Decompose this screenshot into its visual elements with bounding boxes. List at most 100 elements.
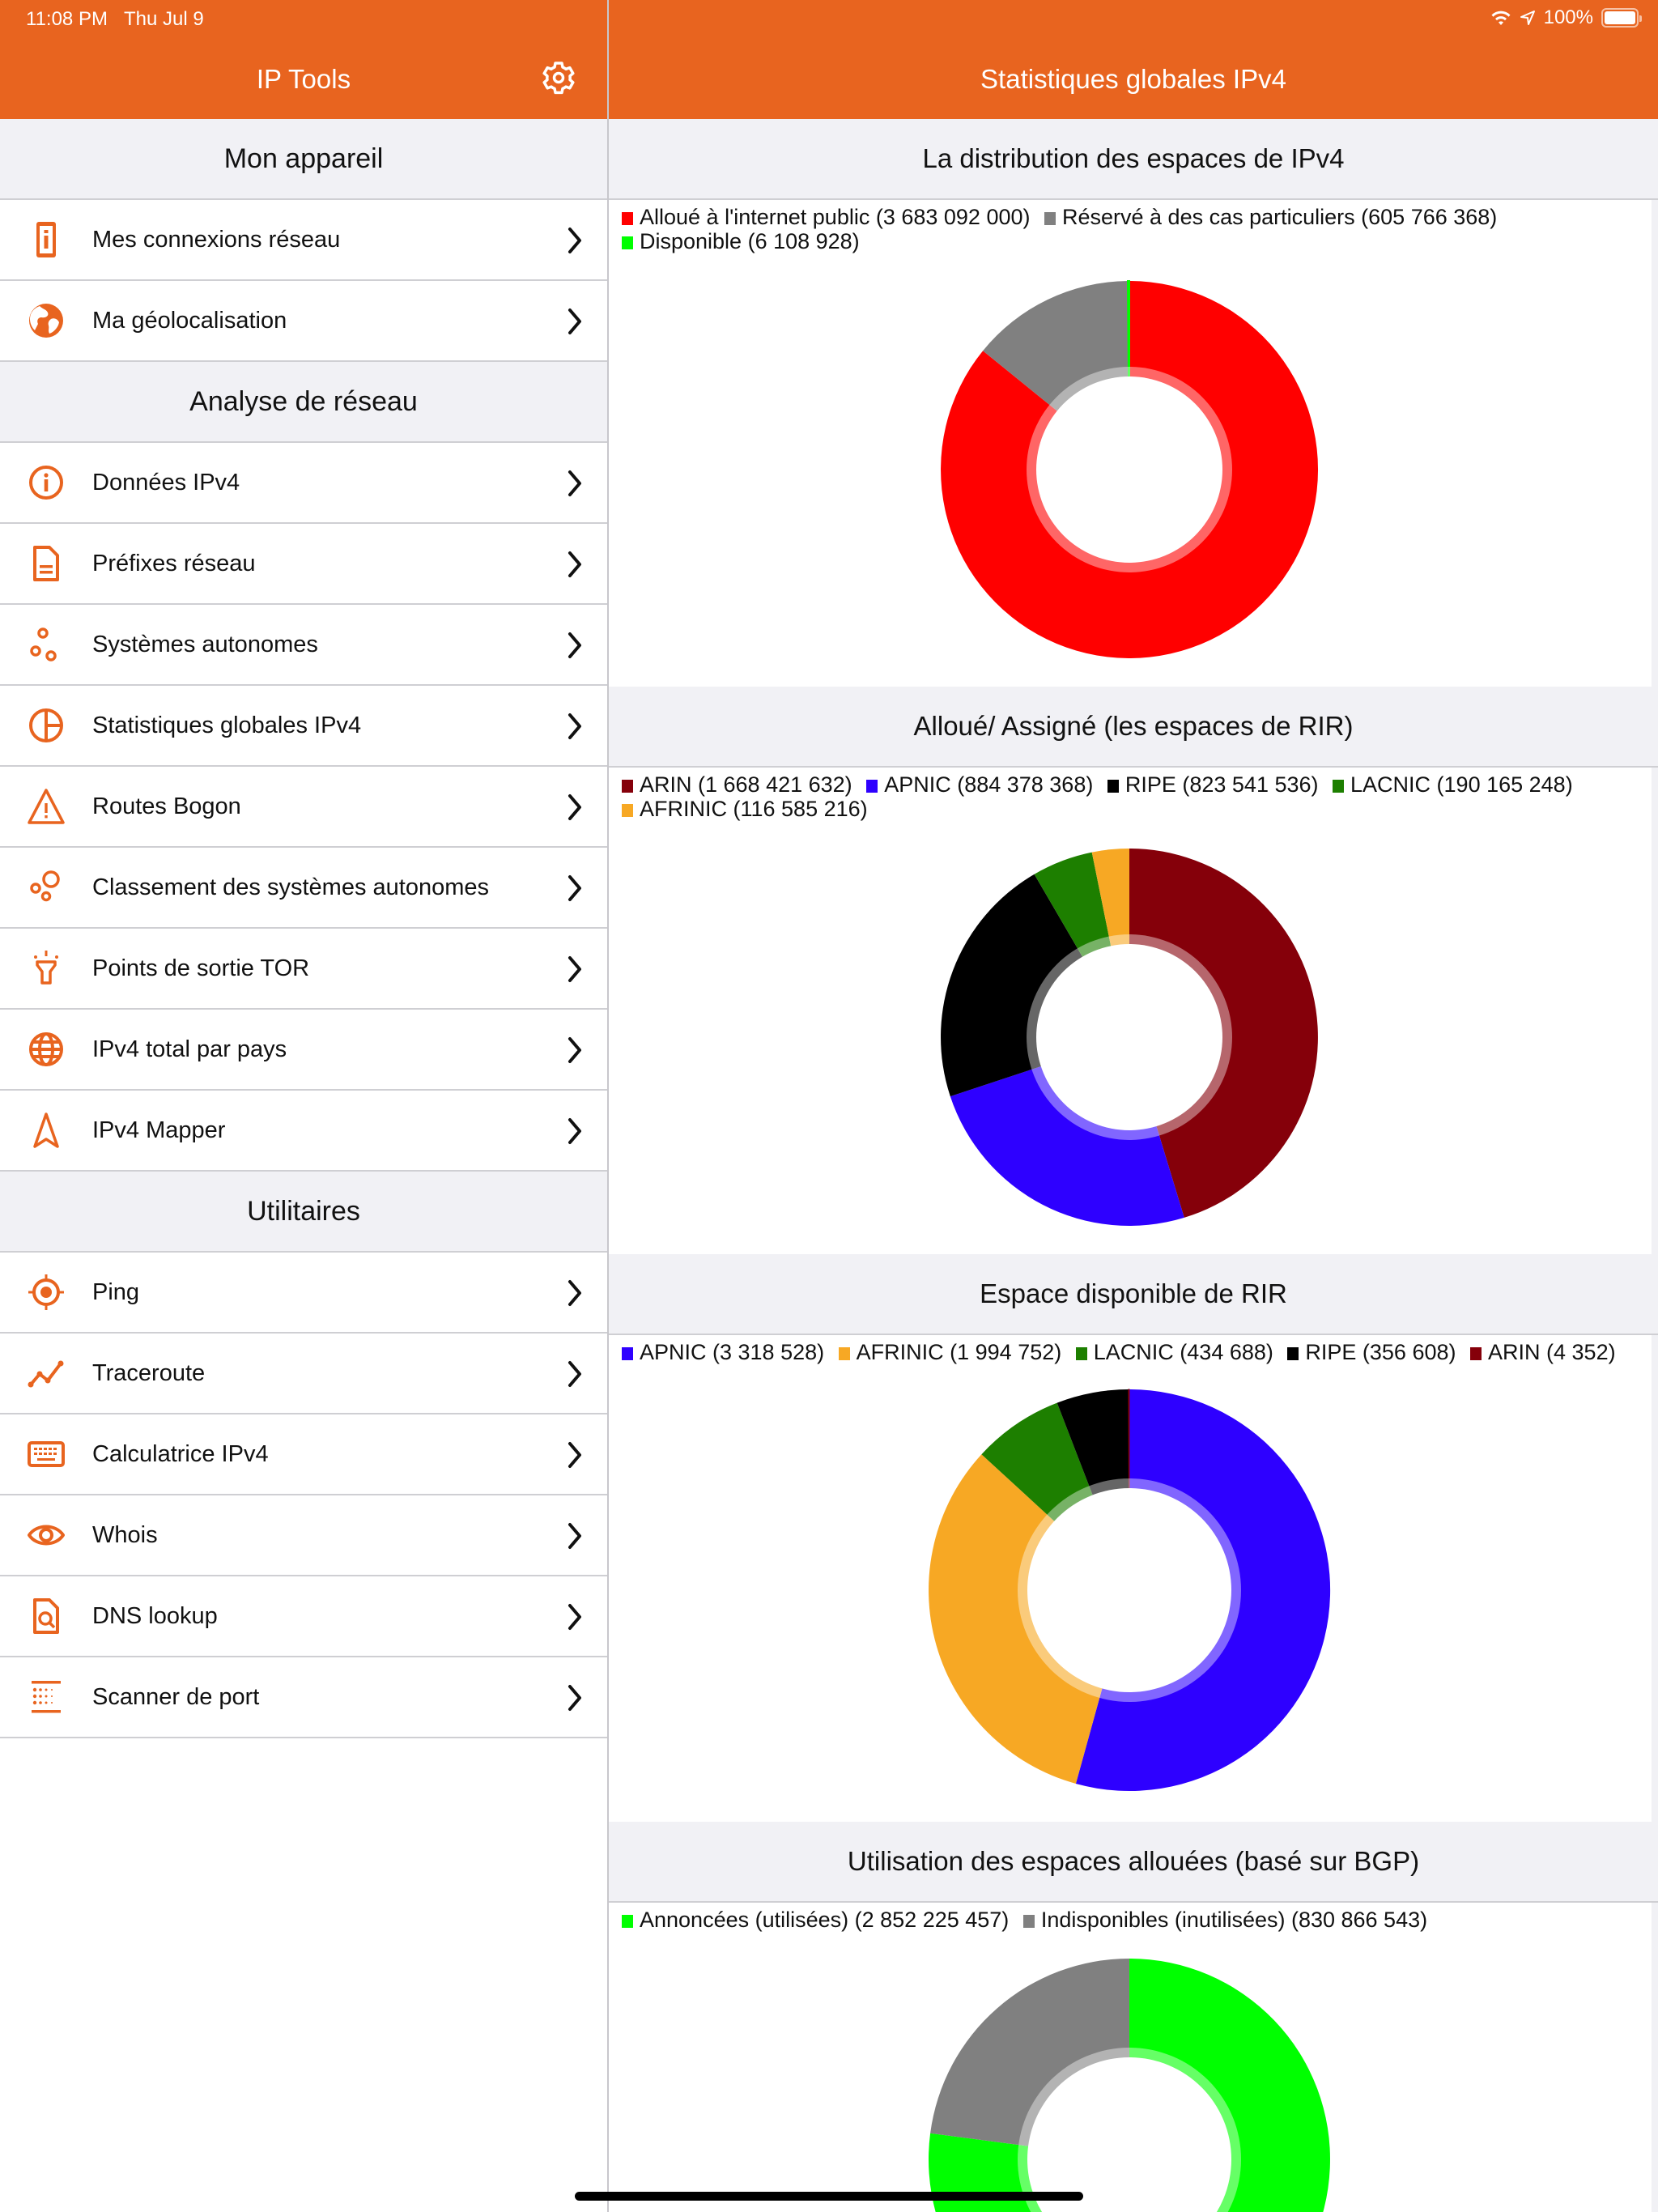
sidebar-item-ipv4-par-pays[interactable]: IPv4 total par pays <box>0 1010 607 1091</box>
sidebar-item-traceroute[interactable]: Traceroute <box>0 1334 607 1414</box>
sidebar-item-mes-connexions[interactable]: Mes connexions réseau <box>0 200 607 281</box>
chart-legend: ARIN (1 668 421 632) APNIC (884 378 368)… <box>622 772 1635 821</box>
legend-item: LACNIC (190 165 248) <box>1333 772 1573 797</box>
stats-panel[interactable]: La distribution des espaces de IPv4 Allo… <box>609 119 1658 2212</box>
sidebar-item-label: Données IPv4 <box>92 469 240 496</box>
sidebar-item-label: Préfixes réseau <box>92 550 256 576</box>
globe-grid-icon <box>22 1025 70 1074</box>
sidebar-item-label: IPv4 total par pays <box>92 1036 287 1062</box>
legend-swatch <box>1470 1347 1482 1360</box>
donut-svg <box>941 848 1318 1226</box>
legend-swatch <box>622 236 633 249</box>
legend-item: Alloué à l'internet public (3 683 092 00… <box>622 205 1030 229</box>
status-time: 11:08 PM Thu Jul 9 <box>26 8 204 30</box>
chart-title: La distribution des espaces de IPv4 <box>609 119 1658 200</box>
sidebar-item-label: DNS lookup <box>92 1602 218 1629</box>
chart-section-rir-alloue: Alloué/ Assigné (les espaces de RIR) ARI… <box>609 687 1658 1254</box>
chevron-right-icon <box>568 632 581 658</box>
legend-item: APNIC (884 378 368) <box>866 772 1093 797</box>
legend-swatch <box>1333 780 1345 793</box>
sidebar-item-label: Routes Bogon <box>92 793 241 819</box>
sidebar-item-whois[interactable]: Whois <box>0 1495 607 1576</box>
chart-section-bgp: Utilisation des espaces allouées (basé s… <box>609 1822 1658 2212</box>
sidebar-item-dns-lookup[interactable]: DNS lookup <box>0 1576 607 1657</box>
chart-title: Espace disponible de RIR <box>609 1254 1658 1335</box>
port-grid-icon <box>22 1673 70 1721</box>
sidebar-item-routes-bogon[interactable]: Routes Bogon <box>0 767 607 848</box>
chevron-right-icon <box>568 1604 581 1630</box>
sidebar-item-ipv4-mapper[interactable]: IPv4 Mapper <box>0 1091 607 1172</box>
sidebar-item-label: Traceroute <box>92 1359 206 1386</box>
chevron-right-icon <box>568 551 581 577</box>
bubbles-icon <box>22 863 70 912</box>
split-divider <box>607 0 609 2212</box>
sidebar-title: IP Tools <box>256 63 351 94</box>
chart-section-rir-disponible: Espace disponible de RIR APNIC (3 318 52… <box>609 1254 1658 1822</box>
sidebar-item-label: Ping <box>92 1278 140 1305</box>
legend-swatch <box>622 212 633 225</box>
status-bar: 11:08 PM Thu Jul 9 100% <box>0 0 1658 39</box>
gear-icon[interactable] <box>539 58 578 97</box>
chart-legend: Alloué à l'internet public (3 683 092 00… <box>622 205 1635 253</box>
legend-swatch <box>1107 780 1119 793</box>
sidebar-item-geolocalisation[interactable]: Ma géolocalisation <box>0 281 607 362</box>
sidebar-item-systemes-autonomes[interactable]: Systèmes autonomes <box>0 605 607 686</box>
chevron-right-icon <box>568 875 581 901</box>
wifi-icon <box>1491 11 1511 25</box>
detail-nav-bar: Statistiques globales IPv4 <box>609 39 1658 119</box>
sidebar-item-label: Classement des systèmes autonomes <box>92 874 489 900</box>
line-graph-icon <box>22 1349 70 1397</box>
chevron-right-icon <box>568 956 581 982</box>
chevron-right-icon <box>568 308 581 334</box>
sidebar-item-scanner-port[interactable]: Scanner de port <box>0 1657 607 1738</box>
legend-item: Indisponibles (inutilisées) (830 866 543… <box>1022 1908 1427 1932</box>
sidebar-item-classement-as[interactable]: Classement des systèmes autonomes <box>0 848 607 929</box>
chart-section-distribution: La distribution des espaces de IPv4 Allo… <box>609 119 1658 687</box>
donut-chart-distribution[interactable] <box>939 279 1320 660</box>
battery-percent: 100% <box>1543 6 1593 28</box>
sidebar-item-label: Scanner de port <box>92 1683 260 1710</box>
sidebar-item-statistiques-globales[interactable]: Statistiques globales IPv4 <box>0 686 607 767</box>
sidebar-item-prefixes-reseau[interactable]: Préfixes réseau <box>0 524 607 605</box>
sidebar-item-donnees-ipv4[interactable]: Données IPv4 <box>0 443 607 524</box>
sidebar-item-label: Ma géolocalisation <box>92 307 287 334</box>
sidebar-item-ping[interactable]: Ping <box>0 1253 607 1334</box>
info-circle-icon <box>22 458 70 507</box>
sidebar-item-tor[interactable]: Points de sortie TOR <box>0 929 607 1010</box>
chevron-right-icon <box>568 794 581 820</box>
chevron-right-icon <box>568 1442 581 1468</box>
legend-item: ARIN (1 668 421 632) <box>622 772 852 797</box>
legend-item: APNIC (3 318 528) <box>622 1340 824 1364</box>
chevron-right-icon <box>568 1118 581 1144</box>
chevron-right-icon <box>568 228 581 253</box>
donut-chart-rir-alloue[interactable] <box>939 847 1320 1227</box>
chevron-right-icon <box>568 470 581 496</box>
legend-item: RIPE (356 608) <box>1287 1340 1456 1364</box>
legend-swatch <box>1075 1347 1087 1360</box>
sidebar-item-label: Points de sortie TOR <box>92 955 310 981</box>
legend-item: AFRINIC (116 585 216) <box>622 797 868 821</box>
eye-icon <box>22 1511 70 1559</box>
chevron-right-icon <box>568 1523 581 1549</box>
legend-swatch <box>866 780 878 793</box>
circles-icon <box>22 620 70 669</box>
target-icon <box>22 1268 70 1317</box>
sidebar-item-label: Mes connexions réseau <box>92 226 341 253</box>
donut-chart-rir-disponible[interactable] <box>927 1388 1332 1793</box>
legend-swatch <box>622 1915 633 1928</box>
legend-item: ARIN (4 352) <box>1470 1340 1616 1364</box>
legend-swatch <box>622 804 633 817</box>
home-indicator[interactable] <box>575 2192 1083 2201</box>
sidebar-item-calculatrice[interactable]: Calculatrice IPv4 <box>0 1414 607 1495</box>
chevron-right-icon <box>568 1037 581 1063</box>
legend-swatch <box>838 1347 850 1360</box>
chevron-right-icon <box>568 1685 581 1711</box>
donut-svg <box>929 1959 1330 2212</box>
donut-chart-bgp[interactable] <box>927 1957 1332 2212</box>
chart-title: Alloué/ Assigné (les espaces de RIR) <box>609 687 1658 768</box>
section-header-mon-appareil: Mon appareil <box>0 119 607 200</box>
chart-body: APNIC (3 318 528) AFRINIC (1 994 752) LA… <box>609 1335 1652 1822</box>
pie-chart-icon <box>22 701 70 750</box>
navigation-arrow-icon <box>22 1106 70 1155</box>
